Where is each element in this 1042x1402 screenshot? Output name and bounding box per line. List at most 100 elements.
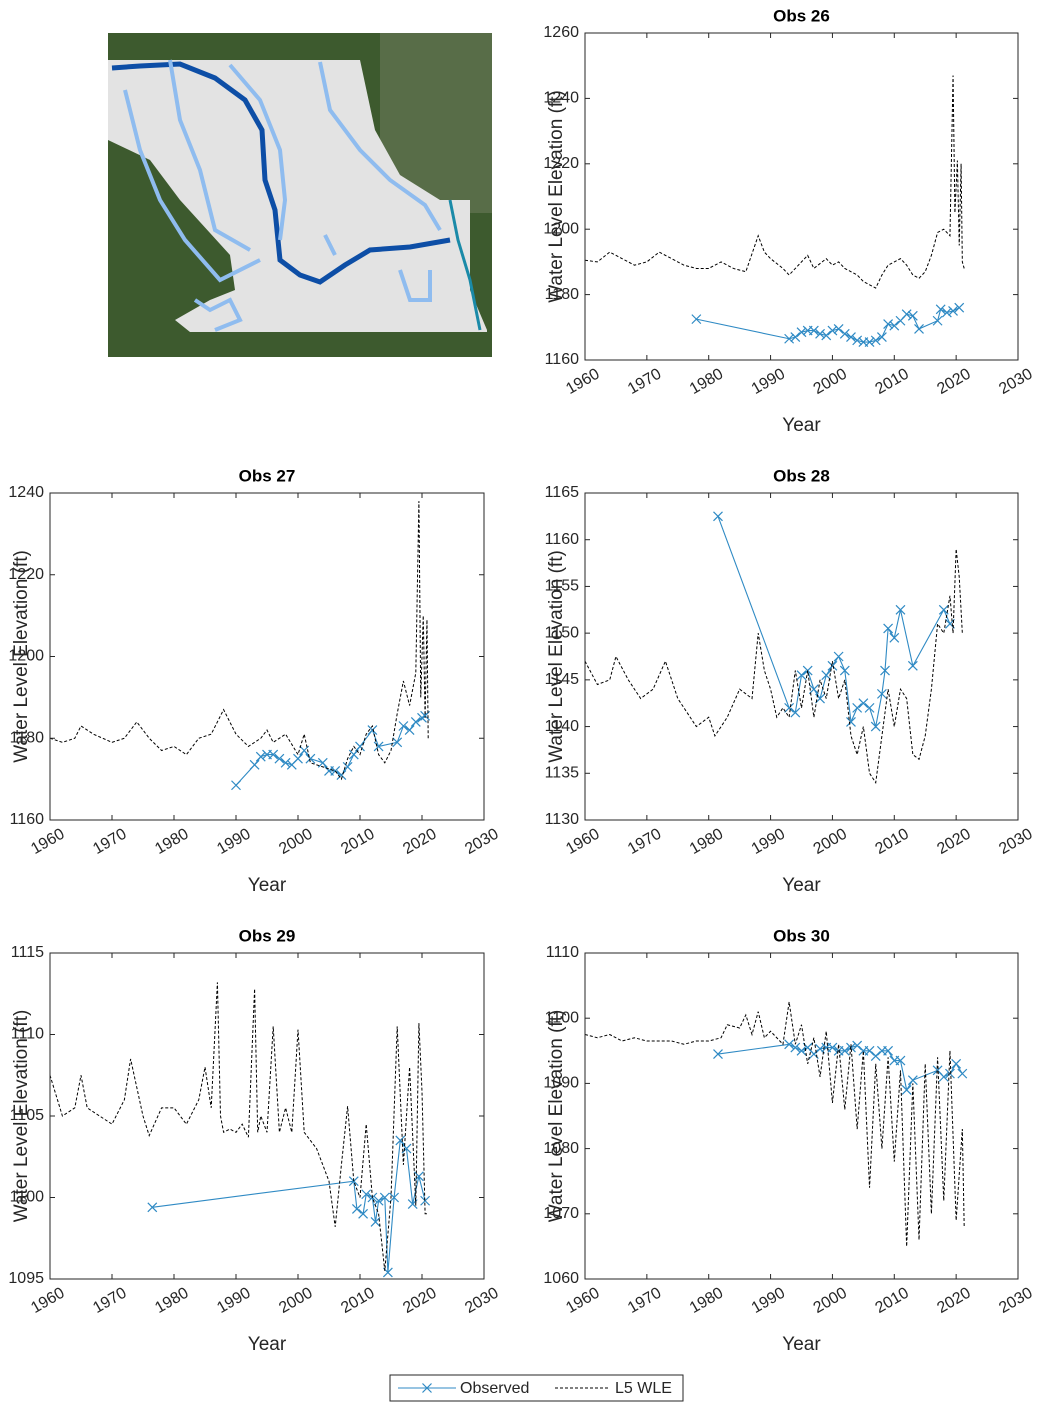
x-tick-label: 1990 <box>214 825 253 858</box>
x-tick-label: 1980 <box>687 825 726 858</box>
series-line-dashed <box>50 501 429 781</box>
axes-frame <box>584 32 1019 361</box>
marker <box>827 325 838 336</box>
y-tick-label: 1220 <box>543 155 579 172</box>
x-tick-label: 2030 <box>462 1284 501 1317</box>
legend: Observed L5 WLE <box>389 1374 684 1402</box>
x-tick-label: 2020 <box>400 1284 439 1317</box>
y-tick-label: 1145 <box>545 671 580 688</box>
y-axis-label: Water Level Elevation (ft) <box>11 1010 32 1223</box>
x-tick-label: 1970 <box>625 365 664 398</box>
marker <box>827 1042 838 1053</box>
map-domain <box>108 60 487 332</box>
marker <box>870 1051 881 1061</box>
marker <box>883 623 894 634</box>
axes-frame <box>584 492 1019 821</box>
x-tick-label: 2010 <box>872 825 911 858</box>
y-tick-label: 1220 <box>8 566 44 583</box>
marker <box>808 325 819 336</box>
axes-frame <box>49 952 485 1280</box>
marker <box>404 725 415 735</box>
y-tick-label: 1160 <box>10 811 45 828</box>
marker <box>370 1217 381 1227</box>
marker <box>889 320 900 331</box>
x-axis-label: Year <box>782 1334 821 1355</box>
marker <box>410 716 421 727</box>
map-river-main <box>111 61 451 285</box>
marker <box>255 751 266 762</box>
y-tick-label: 1095 <box>8 1270 44 1287</box>
marker <box>299 745 310 756</box>
x-tick-label: 1980 <box>152 1284 191 1317</box>
y-axis-label: Water Level Elevation (ft) <box>546 550 567 763</box>
y-tick-label: 1130 <box>545 811 580 828</box>
x-tick-label: 1980 <box>687 365 726 398</box>
marker <box>398 721 409 731</box>
x-tick-label: 2030 <box>996 1284 1035 1317</box>
y-tick-label: 1115 <box>11 944 44 961</box>
marker <box>945 1068 955 1079</box>
x-tick-label: 2030 <box>996 825 1035 858</box>
marker <box>342 761 353 772</box>
x-tick-label: 1990 <box>749 1284 788 1317</box>
marker <box>938 604 949 615</box>
marker <box>713 511 723 522</box>
marker <box>317 757 328 768</box>
marker <box>373 741 384 752</box>
chart-title: Obs 29 <box>239 926 296 945</box>
marker <box>821 330 832 341</box>
plot: Obs 30 Year Water Level Elevation (ft) 1960… <box>543 926 1035 1355</box>
marker <box>864 1045 875 1056</box>
marker <box>784 333 795 344</box>
x-tick-label: 2010 <box>872 1284 911 1317</box>
series-line-dashed <box>585 1001 965 1247</box>
marker <box>691 314 702 325</box>
marker <box>907 1075 918 1086</box>
marker <box>280 757 291 768</box>
x-axis-label: Year <box>782 415 821 436</box>
marker <box>833 651 844 662</box>
marker <box>268 749 279 760</box>
marker <box>249 759 260 770</box>
x-tick-label: 2000 <box>276 825 315 858</box>
marker <box>932 315 943 326</box>
y-tick-label: 1155 <box>545 578 580 595</box>
marker <box>796 327 807 338</box>
marker <box>907 310 918 321</box>
marker <box>348 749 359 760</box>
marker <box>864 337 875 347</box>
y-tick-label: 1165 <box>545 484 580 501</box>
x-tick-label: 2020 <box>934 1284 973 1317</box>
marker <box>941 307 952 318</box>
marker <box>790 707 801 718</box>
series-line-dashed <box>50 982 429 1271</box>
y-tick-label: 1105 <box>10 1107 45 1124</box>
y-tick-label: 1100 <box>10 1189 45 1206</box>
y-tick-label: 1140 <box>545 718 580 735</box>
axes-frame <box>584 952 1019 1280</box>
marker <box>274 753 285 764</box>
marker <box>907 660 918 671</box>
marker <box>392 737 403 748</box>
marker <box>796 670 807 681</box>
y-axis-label: Water Level Elevation (ft) <box>546 1010 567 1223</box>
marker <box>957 1068 968 1079</box>
y-tick-label: 1100 <box>545 1009 580 1026</box>
marker <box>348 1176 359 1187</box>
series-line <box>696 307 960 343</box>
plot: Obs 28 Year Water Level Elevation (ft) 1960… <box>545 466 1036 896</box>
series-line-dashed <box>585 75 965 289</box>
marker <box>367 725 378 735</box>
y-tick-label: 1180 <box>10 729 45 746</box>
map-river-east <box>448 199 482 331</box>
y-tick-label: 1200 <box>543 220 579 237</box>
marker <box>883 319 894 329</box>
chart-title: Obs 30 <box>773 926 830 945</box>
x-tick-label: 1990 <box>749 825 788 858</box>
marker <box>839 328 850 339</box>
x-tick-label: 2020 <box>400 825 439 858</box>
series-line <box>717 516 951 729</box>
marker <box>852 702 863 713</box>
marker <box>784 702 795 713</box>
